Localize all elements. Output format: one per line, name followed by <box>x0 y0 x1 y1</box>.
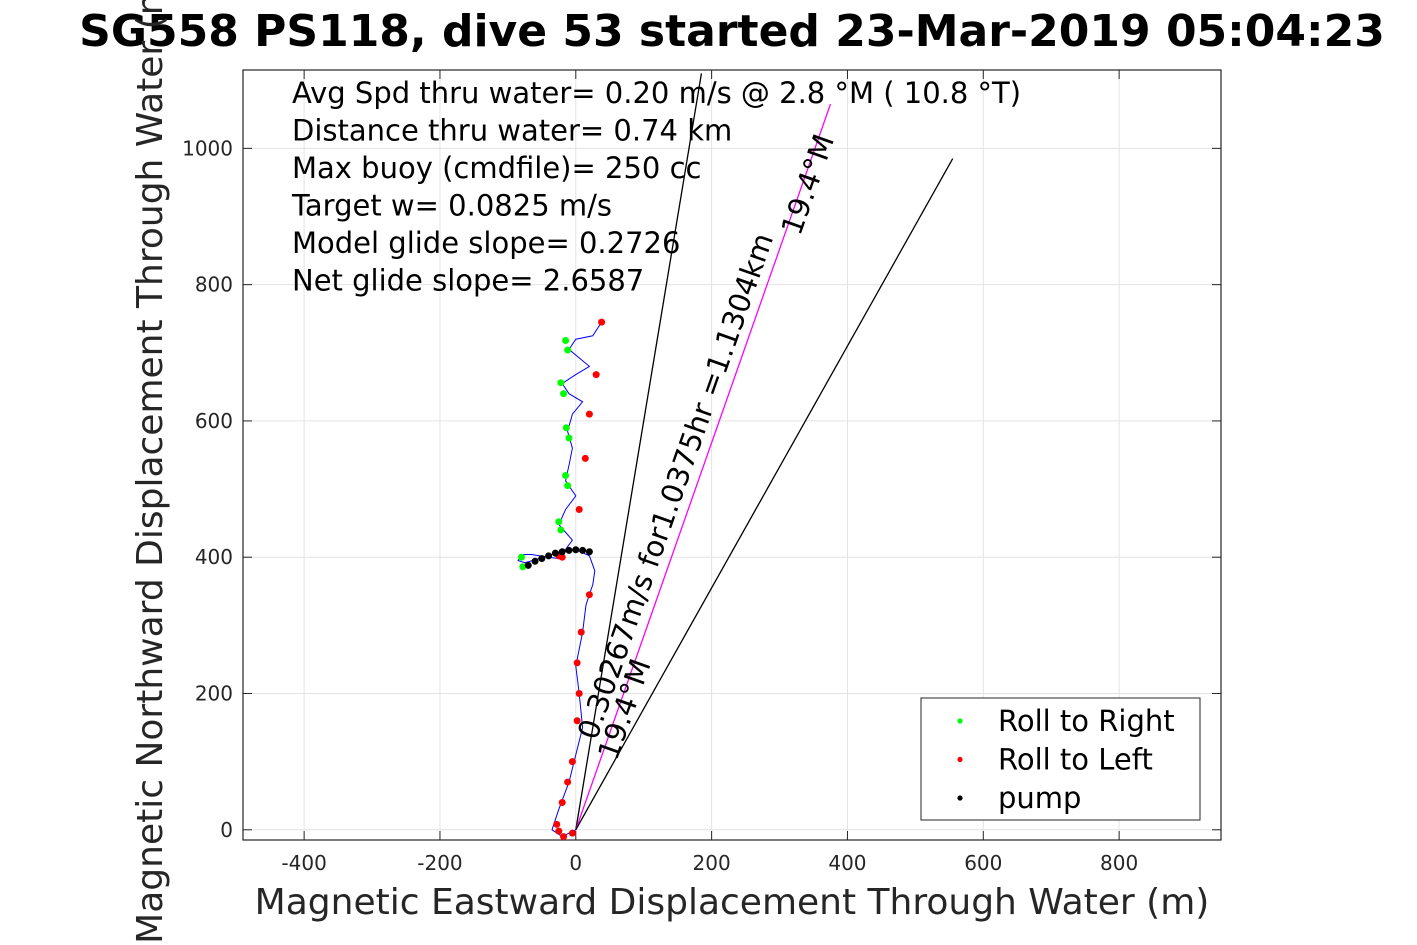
point-roll-to-right <box>564 346 572 354</box>
y-tick-label: 400 <box>195 545 233 569</box>
annotation-line: Max buoy (cmdfile)= 250 cc <box>292 151 701 185</box>
rotated-labels: 0.30267m/s for1.0375hr =1.1304km19.4°M19… <box>571 130 841 764</box>
point-roll-to-left <box>581 454 589 462</box>
rotated-label: 19.4°M <box>774 130 841 239</box>
point-roll-to-left <box>568 758 576 766</box>
point-roll-to-left <box>585 591 593 599</box>
point-roll-to-left <box>573 717 581 725</box>
legend: Roll to Right Roll to Left pump <box>920 697 1201 821</box>
legend-label: Roll to Right <box>998 704 1175 738</box>
x-axis-label: Magnetic Eastward Displacement Through W… <box>255 882 1210 923</box>
chart-title: SG558 PS118, dive 53 started 23-Mar-2019… <box>79 6 1385 57</box>
track-line <box>517 321 603 838</box>
point-roll-to-right <box>555 518 563 526</box>
y-tick-label: 200 <box>195 681 233 705</box>
point-roll-to-left <box>577 628 585 636</box>
legend-marker <box>957 795 963 801</box>
x-tick-label: 200 <box>693 851 731 875</box>
x-tick-label: 800 <box>1100 851 1138 875</box>
annotation-line: Model glide slope= 0.2726 <box>292 226 680 260</box>
point-roll-to-left <box>560 833 568 841</box>
annotations: Avg Spd thru water= 0.20 m/s @ 2.8 °M ( … <box>291 76 1021 298</box>
point-roll-to-right <box>517 553 525 561</box>
point-pump <box>538 555 546 563</box>
point-roll-to-left <box>568 829 576 837</box>
glider-track <box>517 321 603 838</box>
reference-line <box>575 103 832 830</box>
point-roll-to-right <box>562 471 570 479</box>
y-tick-label: 800 <box>195 273 233 297</box>
point-roll-to-left <box>573 659 581 667</box>
point-roll-to-right <box>564 482 572 490</box>
point-pump <box>531 557 539 565</box>
point-roll-to-right <box>562 424 570 432</box>
gridlines <box>243 70 1221 840</box>
reference-lines <box>575 73 954 831</box>
point-pump <box>558 548 566 556</box>
axis-ticks <box>243 70 1221 840</box>
plot-area-frame <box>242 69 1222 841</box>
y-tick-label: 0 <box>220 818 233 842</box>
legend-label: pump <box>998 781 1081 815</box>
point-roll-to-left <box>575 689 583 697</box>
y-axis-label: Magnetic Northward Displacement Through … <box>130 0 171 944</box>
point-roll-to-right <box>557 379 565 387</box>
point-roll-to-right <box>519 563 527 571</box>
annotation-line: Distance thru water= 0.74 km <box>292 114 732 148</box>
point-roll-to-right <box>557 526 565 534</box>
legend-marker <box>957 756 963 763</box>
x-tick-label: -400 <box>281 851 326 875</box>
point-pump <box>572 546 580 554</box>
point-pump <box>545 552 553 560</box>
point-roll-to-left <box>555 827 563 835</box>
point-roll-to-left <box>575 506 583 514</box>
annotation-line: Net glide slope= 2.6587 <box>292 264 644 298</box>
point-roll-to-left <box>553 820 561 828</box>
annotation-line: Avg Spd thru water= 0.20 m/s @ 2.8 °M ( … <box>292 76 1021 110</box>
reference-line <box>575 73 703 830</box>
annotation-line: Target w= 0.0825 m/s <box>291 189 612 223</box>
x-tick-label: -200 <box>417 851 462 875</box>
y-tick-label: 1000 <box>182 136 233 160</box>
x-tick-label: 0 <box>569 851 582 875</box>
point-pump <box>524 561 532 569</box>
x-tick-label: 600 <box>964 851 1002 875</box>
point-roll-to-left <box>564 778 572 786</box>
point-roll-to-left <box>592 371 600 379</box>
point-roll-to-right <box>565 434 573 442</box>
x-tick-label: 400 <box>828 851 866 875</box>
legend-marker <box>957 718 963 724</box>
legend-box <box>920 697 1201 821</box>
point-pump <box>585 548 593 556</box>
point-roll-to-right <box>560 390 568 398</box>
point-roll-to-left <box>598 318 606 326</box>
point-roll-to-left <box>585 410 593 418</box>
rotated-label: 0.30267m/s for1.0375hr =1.1304km <box>571 229 780 744</box>
reference-line <box>575 158 954 831</box>
point-roll-to-right <box>562 337 570 345</box>
point-pump <box>565 546 573 554</box>
tick-labels: -400 -200 0 200 400 600 800 0 200 400 600 800 1000 <box>182 136 1138 875</box>
series-markers <box>517 318 606 841</box>
point-roll-to-left <box>558 799 566 807</box>
point-pump <box>551 549 559 557</box>
point-pump <box>579 546 587 554</box>
legend-label: Roll to Left <box>998 743 1153 777</box>
y-tick-label: 600 <box>195 409 233 433</box>
